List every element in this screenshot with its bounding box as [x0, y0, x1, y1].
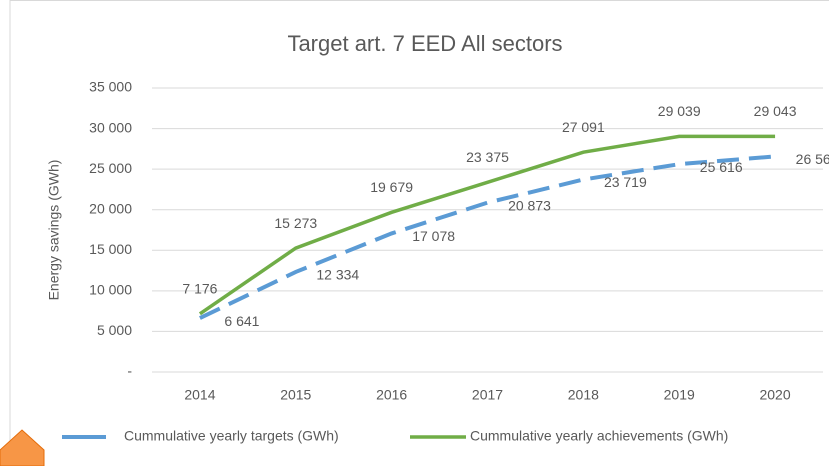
data-label: 25 616	[700, 159, 743, 175]
data-label: 29 039	[658, 103, 701, 119]
y-tick-label: 10 000	[89, 282, 132, 298]
x-tick-label: 2016	[376, 387, 407, 403]
data-label: 15 273	[274, 215, 317, 231]
data-label: 19 679	[370, 179, 413, 195]
y-tick-label: 15 000	[89, 241, 132, 257]
data-label: 20 873	[508, 197, 551, 213]
x-tick-label: 2017	[472, 387, 503, 403]
y-tick-label: 30 000	[89, 119, 132, 135]
x-tick-label: 2015	[280, 387, 311, 403]
data-label: 7 176	[182, 280, 217, 296]
y-tick-label: -	[127, 363, 132, 379]
chart-border	[9, 0, 829, 466]
x-tick-label: 2019	[664, 387, 695, 403]
series-line	[198, 134, 776, 316]
data-label: 26 565	[796, 151, 829, 167]
y-tick-label: 5 000	[97, 322, 132, 338]
series-line	[199, 154, 776, 320]
y-tick-label: 35 000	[89, 79, 132, 95]
data-label: 23 719	[604, 174, 647, 190]
data-label: 6 641	[224, 313, 259, 329]
data-label: 17 078	[412, 228, 455, 244]
y-tick-label: 20 000	[89, 200, 132, 216]
data-label: 27 091	[562, 119, 605, 135]
data-label: 12 334	[316, 267, 359, 283]
data-label: 29 043	[754, 103, 797, 119]
y-axis-label: Energy savings (GWh)	[46, 160, 62, 301]
legend-label: Cummulative yearly achievements (GWh)	[470, 428, 728, 444]
x-tick-label: 2020	[759, 387, 790, 403]
data-label: 23 375	[466, 149, 509, 165]
legend-label: Cummulative yearly targets (GWh)	[124, 428, 339, 444]
chart-title: Target art. 7 EED All sectors	[287, 31, 562, 56]
y-tick-label: 25 000	[89, 160, 132, 176]
corner-shape	[0, 429, 45, 466]
x-tick-label: 2014	[184, 387, 215, 403]
x-tick-label: 2018	[568, 387, 599, 403]
